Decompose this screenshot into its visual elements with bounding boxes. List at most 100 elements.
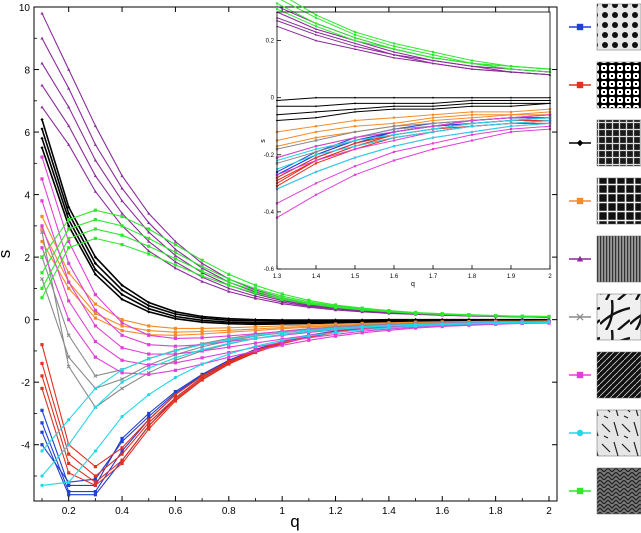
series-black-line-4	[41, 147, 550, 326]
series-red-point	[40, 386, 44, 391]
series-purple-point	[173, 266, 178, 270]
series-green-point	[253, 287, 258, 291]
inset-series-black-point	[431, 107, 435, 111]
series-cyan-point	[253, 344, 258, 348]
series-purple-point	[147, 249, 151, 253]
inset-series-cyan-point	[509, 125, 513, 128]
inset-series-black-point	[314, 116, 318, 119]
series-purple-point	[93, 189, 97, 193]
y-axis-label: s	[0, 250, 14, 259]
series-magenta-point	[93, 293, 97, 297]
inset-series-magenta-point	[470, 119, 474, 122]
inset-plot-frame	[276, 11, 551, 270]
series-purple-point	[173, 253, 178, 257]
inset-series-cyan-line-3	[276, 122, 551, 190]
inset-series-cyan-point	[470, 130, 474, 134]
series-red-point	[120, 452, 124, 456]
inset-series-green-point	[353, 33, 357, 36]
series-magenta-point	[93, 355, 97, 359]
series-red-point	[67, 471, 71, 475]
inset-series-orange-line-1	[276, 108, 551, 133]
inset-series-gray-point	[431, 121, 435, 125]
series-green-point	[40, 255, 44, 259]
series-orange-point	[93, 302, 97, 306]
series-green-point	[253, 291, 258, 295]
inset-series-magenta-point	[509, 116, 513, 119]
inset-series-purple-point	[353, 45, 357, 48]
series-magenta-point	[307, 336, 311, 340]
inset-series-magenta-point	[431, 125, 435, 128]
series-orange-point	[120, 329, 124, 333]
inset-series-black-point	[353, 107, 357, 111]
inset-plot: 1.3 1.4 1.5 1.6 1.7 1.8 1.9 2 -0.6 -0.4 -0.2 0 0.2 q…	[260, 0, 552, 289]
series-purple-point	[93, 124, 97, 128]
inset-series-orange-line-3	[276, 114, 550, 147]
series-magenta-point	[227, 345, 231, 349]
x-tick-label: 0.8	[222, 506, 236, 517]
series-black-point	[40, 117, 44, 122]
inset-series-magenta-point	[392, 130, 396, 134]
series-magenta-point	[413, 326, 418, 330]
inset-series-purple-line-5	[276, 25, 551, 76]
series-cyan-point	[227, 352, 231, 356]
inset-series-orange-point	[353, 119, 357, 122]
legend-item-black	[569, 119, 641, 167]
series-purple-point	[67, 124, 71, 128]
series-orange-point	[40, 227, 44, 231]
series-gray-point	[66, 355, 71, 360]
series-cyan-point	[413, 324, 418, 328]
series-green-point	[120, 233, 124, 237]
series-green-point	[253, 289, 258, 293]
series-red-point	[93, 465, 97, 469]
series-magenta-point	[333, 334, 338, 338]
inset-series-black-point	[509, 105, 513, 108]
inset-series-black-point	[509, 99, 513, 102]
series-purple-point	[120, 174, 124, 178]
inset-series-cyan-point	[392, 133, 396, 136]
series-green-point	[520, 314, 524, 319]
series-green-point	[360, 308, 364, 312]
series-orange-point	[307, 325, 311, 329]
series-black-point	[173, 314, 178, 319]
series-green-point	[280, 292, 284, 296]
series-green-line-4	[41, 237, 550, 318]
legend-marker	[576, 81, 584, 89]
series-green-point	[200, 264, 204, 269]
inset-series-magenta-point	[314, 159, 318, 162]
series-purple-point	[280, 300, 284, 304]
series-blue-point	[93, 477, 97, 481]
series-magenta-point	[333, 332, 338, 336]
series-green-point	[147, 227, 151, 231]
inset-plot-series	[275, 0, 552, 219]
series-cyan-point	[200, 343, 204, 347]
series-orange-point	[227, 330, 231, 334]
series-red-point	[67, 461, 71, 466]
series-magenta-point	[120, 321, 124, 325]
series-blue-point	[147, 414, 151, 419]
inset-series-black-point	[431, 105, 435, 108]
series-blue-point	[93, 493, 97, 497]
inset-series-orange	[275, 107, 552, 148]
series-black-point	[173, 317, 178, 321]
series-magenta-point	[173, 368, 178, 372]
series-purple-point	[253, 296, 258, 300]
inset-series-green-point	[314, 22, 318, 25]
series-purple-point	[173, 260, 178, 264]
series-red-point	[40, 374, 44, 378]
inset-series-black-point	[509, 102, 513, 105]
y-tick-label: 0	[24, 316, 30, 327]
inset-series-magenta-point	[314, 182, 318, 185]
inset-series-purple-point	[275, 5, 279, 8]
series-orange-point	[333, 324, 338, 328]
series-magenta-point	[120, 371, 124, 375]
inset-series-cyan	[275, 116, 552, 191]
inset-series-purple-point	[392, 56, 396, 59]
inset-series-black-line-4	[276, 102, 551, 121]
series-red-point	[40, 343, 44, 347]
series-cyan-point	[360, 325, 364, 330]
inset-series-green-point	[509, 65, 513, 68]
series-cyan-point	[173, 375, 178, 380]
legend-texture-swatch	[596, 467, 641, 515]
series-cyan-point	[253, 336, 258, 341]
inset-series-red-point	[353, 142, 357, 145]
